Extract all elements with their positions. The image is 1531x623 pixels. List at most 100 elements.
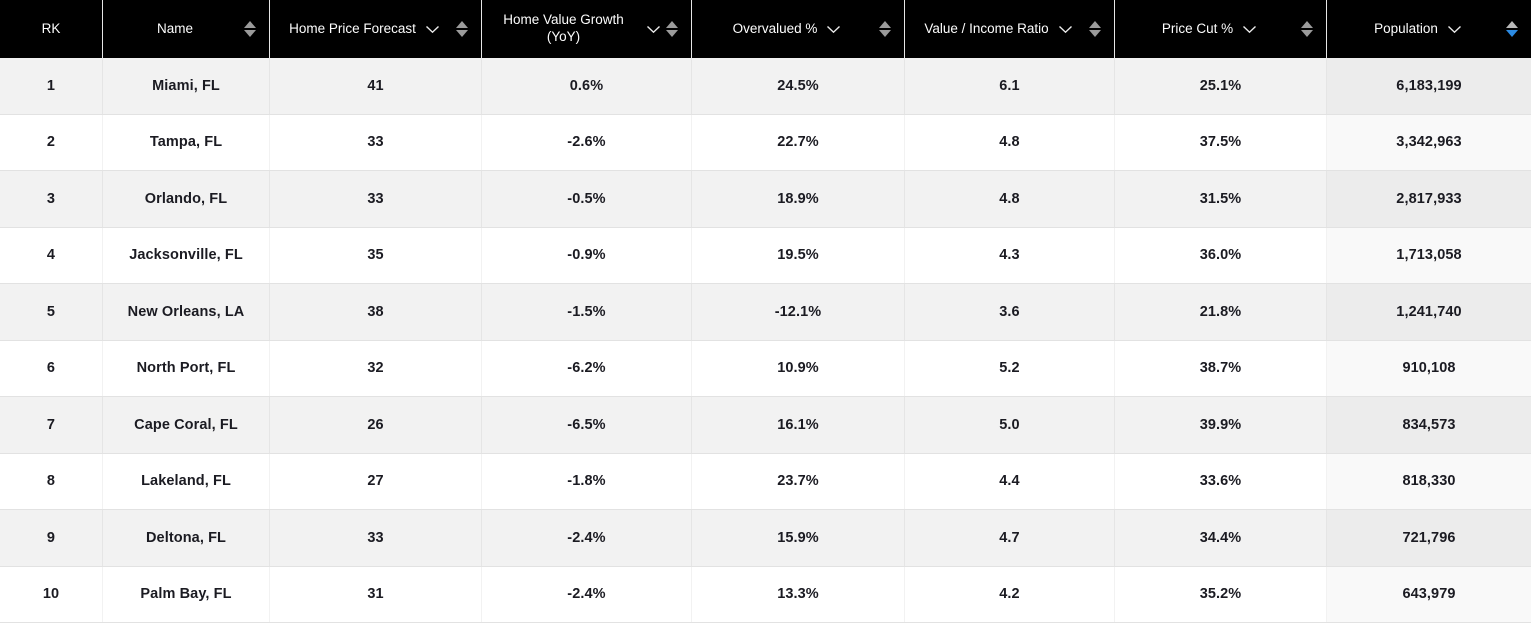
sort-up-arrow (1301, 21, 1313, 28)
header-cell-name[interactable]: Name (103, 0, 270, 58)
cell-price_cut_pct: 38.7% (1115, 340, 1327, 396)
chevron-down-icon[interactable] (1058, 25, 1073, 34)
cell-price_cut_pct: 37.5% (1115, 114, 1327, 170)
cell-population: 818,330 (1327, 454, 1531, 510)
header-label-price_cut_pct: Price Cut % (1161, 20, 1234, 36)
cell-value_income_ratio: 4.7 (905, 510, 1115, 566)
cell-home_value_growth: -6.2% (482, 340, 692, 396)
cell-value_income_ratio: 4.3 (905, 227, 1115, 283)
cell-price_cut_pct: 31.5% (1115, 171, 1327, 227)
sort-up-arrow (1506, 21, 1518, 28)
sort-up-arrow (666, 21, 678, 28)
cell-population: 721,796 (1327, 510, 1531, 566)
cell-name: Lakeland, FL (103, 453, 270, 509)
cell-overvalued_pct: 15.9% (692, 510, 905, 566)
cell-rk: 7 (0, 397, 103, 453)
sort-down-arrow (456, 30, 468, 37)
sort-icon-home_price_forecast[interactable] (456, 21, 468, 37)
table-row: 5 New Orleans, LA 38 -1.5% -12.1% 3.6 21.8% 1,2… (0, 284, 1531, 341)
cell-name: Deltona, FL (103, 510, 270, 566)
cell-name: North Port, FL (103, 340, 270, 396)
cell-home_value_growth: -2.4% (482, 510, 692, 566)
header-label-population: Population (1374, 20, 1438, 36)
chevron-down-icon[interactable] (1447, 25, 1462, 34)
table-row: 1 Miami, FL 41 0.6% 24.5% 6.1 25.1% 6,183,199 (0, 58, 1531, 115)
cell-rk: 6 (0, 340, 103, 396)
table-body: 1 Miami, FL 41 0.6% 24.5% 6.1 25.1% 6,183,199 2 T… (0, 58, 1531, 623)
header-cell-population[interactable]: Population (1327, 0, 1531, 58)
sort-icon-name[interactable] (244, 21, 256, 37)
header-cell-value_income_ratio[interactable]: Value / Income Ratio (905, 0, 1115, 58)
table-row: 6 North Port, FL 32 -6.2% 10.9% 5.2 38.7% 910,1… (0, 340, 1531, 397)
cell-value_income_ratio: 4.8 (905, 114, 1115, 170)
cell-home_value_growth: 0.6% (482, 58, 692, 114)
cell-home_price_forecast: 32 (270, 340, 482, 396)
cell-overvalued_pct: 16.1% (692, 397, 905, 453)
header-label-rk: RK (41, 20, 61, 36)
cell-name: Miami, FL (103, 58, 270, 114)
sort-icon-population[interactable] (1506, 21, 1518, 37)
sort-icon-overvalued_pct[interactable] (879, 21, 891, 37)
cell-home_price_forecast: 41 (270, 58, 482, 114)
cell-home_price_forecast: 33 (270, 510, 482, 566)
header-cell-home_price_forecast[interactable]: Home Price Forecast (270, 0, 482, 58)
cell-home_value_growth: -2.6% (482, 114, 692, 170)
cell-value_income_ratio: 4.8 (905, 171, 1115, 227)
header-label-home_value_growth: Home Value Growth (YoY) (503, 12, 624, 44)
sort-icon-home_value_growth[interactable] (666, 21, 678, 37)
cell-name: Jacksonville, FL (103, 227, 270, 283)
cell-rk: 1 (0, 58, 103, 114)
cell-overvalued_pct: 10.9% (692, 340, 905, 396)
table-row: 3 Orlando, FL 33 -0.5% 18.9% 4.8 31.5% 2,817,93… (0, 171, 1531, 228)
cell-value_income_ratio: 6.1 (905, 58, 1115, 114)
cell-overvalued_pct: 22.7% (692, 114, 905, 170)
table-row: 10 Palm Bay, FL 31 -2.4% 13.3% 4.2 35.2% 643,97… (0, 566, 1531, 623)
cell-value_income_ratio: 5.0 (905, 397, 1115, 453)
cell-name: Palm Bay, FL (103, 566, 270, 622)
cell-home_price_forecast: 35 (270, 227, 482, 283)
cell-population: 2,817,933 (1327, 171, 1531, 227)
sort-icon-value_income_ratio[interactable] (1089, 21, 1101, 37)
cell-home_value_growth: -0.5% (482, 171, 692, 227)
cell-price_cut_pct: 25.1% (1115, 58, 1327, 114)
chevron-down-icon[interactable] (646, 25, 661, 34)
cell-population: 643,979 (1327, 567, 1531, 623)
cell-overvalued_pct: 18.9% (692, 171, 905, 227)
chevron-down-icon[interactable] (425, 25, 440, 34)
cell-overvalued_pct: 13.3% (692, 566, 905, 622)
sort-icon-price_cut_pct[interactable] (1301, 21, 1313, 37)
chevron-down-icon[interactable] (826, 25, 841, 34)
cell-home_price_forecast: 38 (270, 284, 482, 340)
header-cell-overvalued_pct[interactable]: Overvalued % (692, 0, 905, 58)
cell-rk: 5 (0, 284, 103, 340)
cell-overvalued_pct: 23.7% (692, 453, 905, 509)
header-cell-home_value_growth[interactable]: Home Value Growth (YoY) (482, 0, 692, 58)
cell-population: 6,183,199 (1327, 58, 1531, 114)
sort-down-arrow (1301, 30, 1313, 37)
header-cell-price_cut_pct[interactable]: Price Cut % (1115, 0, 1327, 58)
cell-home_value_growth: -0.9% (482, 227, 692, 283)
table-row: 8 Lakeland, FL 27 -1.8% 23.7% 4.4 33.6% 818,330 (0, 453, 1531, 510)
sort-down-arrow (1506, 30, 1518, 37)
cell-price_cut_pct: 33.6% (1115, 453, 1327, 509)
cell-name: Tampa, FL (103, 114, 270, 170)
table-row: 4 Jacksonville, FL 35 -0.9% 19.5% 4.3 36.0% 1,7… (0, 227, 1531, 284)
sort-up-arrow (879, 21, 891, 28)
header-label-value_income_ratio: Value / Income Ratio (924, 20, 1049, 36)
sort-down-arrow (1089, 30, 1101, 37)
cell-population: 1,241,740 (1327, 284, 1531, 340)
cell-population: 1,713,058 (1327, 228, 1531, 284)
cell-overvalued_pct: 19.5% (692, 227, 905, 283)
sort-down-arrow (879, 30, 891, 37)
header-label-name: Name (156, 20, 193, 36)
cell-population: 3,342,963 (1327, 115, 1531, 171)
header-label-home_price_forecast: Home Price Forecast (289, 20, 416, 36)
cell-rk: 8 (0, 453, 103, 509)
sort-up-arrow (1089, 21, 1101, 28)
cell-home_price_forecast: 27 (270, 453, 482, 509)
sort-up-arrow (456, 21, 468, 28)
sort-down-arrow (244, 30, 256, 37)
table-row: 2 Tampa, FL 33 -2.6% 22.7% 4.8 37.5% 3,342,963 (0, 114, 1531, 171)
chevron-down-icon[interactable] (1242, 25, 1257, 34)
cell-home_price_forecast: 26 (270, 397, 482, 453)
